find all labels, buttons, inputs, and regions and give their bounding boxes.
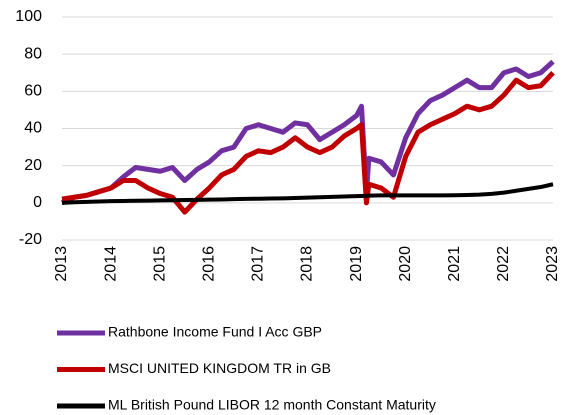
y-tick-label: 100 xyxy=(15,8,42,25)
series-line xyxy=(61,182,554,205)
x-tick-label: 2013 xyxy=(53,246,70,282)
x-tick-label: 2016 xyxy=(201,246,218,282)
y-tick-label: 60 xyxy=(24,83,42,100)
x-tick-label: 2018 xyxy=(299,246,316,282)
y-tick-label: 40 xyxy=(24,120,42,137)
x-tick-label: 2021 xyxy=(446,246,463,282)
x-tick-label: 2022 xyxy=(495,246,512,282)
x-tick-label: 2023 xyxy=(544,246,561,282)
series-line xyxy=(61,71,555,215)
x-tick-label: 2014 xyxy=(102,246,119,282)
y-tick-label: -20 xyxy=(19,231,42,248)
y-tick-label: 80 xyxy=(24,45,42,62)
y-tick-label: 20 xyxy=(24,157,42,174)
x-tick-label: 2015 xyxy=(151,246,168,282)
series-line xyxy=(60,59,555,206)
legend-label: ML British Pound LIBOR 12 month Constant… xyxy=(108,397,436,413)
x-tick-label: 2019 xyxy=(348,246,365,282)
x-tick-label: 2020 xyxy=(397,246,414,282)
y-tick-label: 0 xyxy=(33,194,42,211)
x-tick-label: 2017 xyxy=(250,246,267,282)
legend-label: MSCI UNITED KINGDOM TR in GB xyxy=(108,360,331,376)
legend-label: Rathbone Income Fund I Acc GBP xyxy=(108,324,322,340)
